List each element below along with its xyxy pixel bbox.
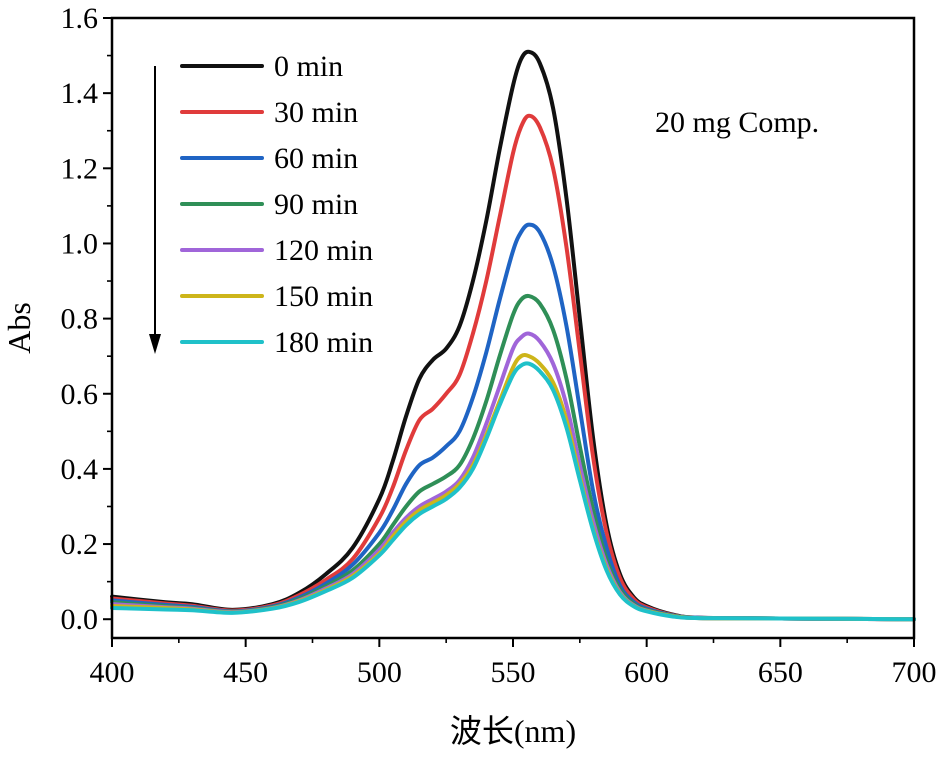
y-tick-label: 1.4 [61, 77, 99, 110]
legend: 0 min 30 min 60 min 90 min 120 min 150 min 180… [180, 50, 373, 359]
series-line-30-min [110, 113, 916, 622]
y-tick-label: 1.6 [61, 2, 99, 35]
y-tick-label: 0.6 [61, 378, 99, 411]
y-tick-label: 1.2 [61, 152, 99, 185]
y-tick-label: 0.2 [61, 528, 99, 561]
legend-label-120-min: 120 min [274, 234, 373, 267]
x-tick-label: 400 [90, 656, 135, 689]
y-tick-label: 0.4 [61, 453, 99, 486]
x-tick-label: 550 [491, 656, 536, 689]
plot-frame [110, 16, 916, 640]
legend-label-60-min: 60 min [274, 142, 358, 175]
y-tick-label: 0.0 [61, 603, 99, 636]
x-tick-label: 450 [223, 656, 268, 689]
legend-label-0-min: 0 min [274, 50, 343, 83]
y-tick-label: 0.8 [61, 303, 99, 336]
x-tick-label: 500 [357, 656, 402, 689]
y-tick-labels: 0.0 0.2 0.4 0.6 0.8 1.0 1.2 1.4 1.6 [61, 2, 99, 636]
series-line-180-min [110, 361, 916, 622]
legend-label-180-min: 180 min [274, 326, 373, 359]
x-tick-label: 650 [758, 656, 803, 689]
legend-label-150-min: 150 min [274, 280, 373, 313]
series-layer [110, 49, 916, 622]
x-tick-label: 600 [624, 656, 669, 689]
legend-label-30-min: 30 min [274, 96, 358, 129]
x-tick-labels: 400 450 500 550 600 650 700 [90, 656, 937, 689]
legend-label-90-min: 90 min [274, 188, 358, 221]
y-tick-label: 1.0 [61, 227, 99, 260]
sample-annotation: 20 mg Comp. [655, 106, 819, 139]
x-tick-label: 700 [892, 656, 937, 689]
y-axis-title: Abs [1, 302, 37, 354]
x-axis-title: 波长(nm) [450, 713, 576, 749]
trend-arrow [149, 66, 161, 354]
trend-arrow-head [149, 334, 161, 354]
tick-layer [103, 17, 915, 647]
